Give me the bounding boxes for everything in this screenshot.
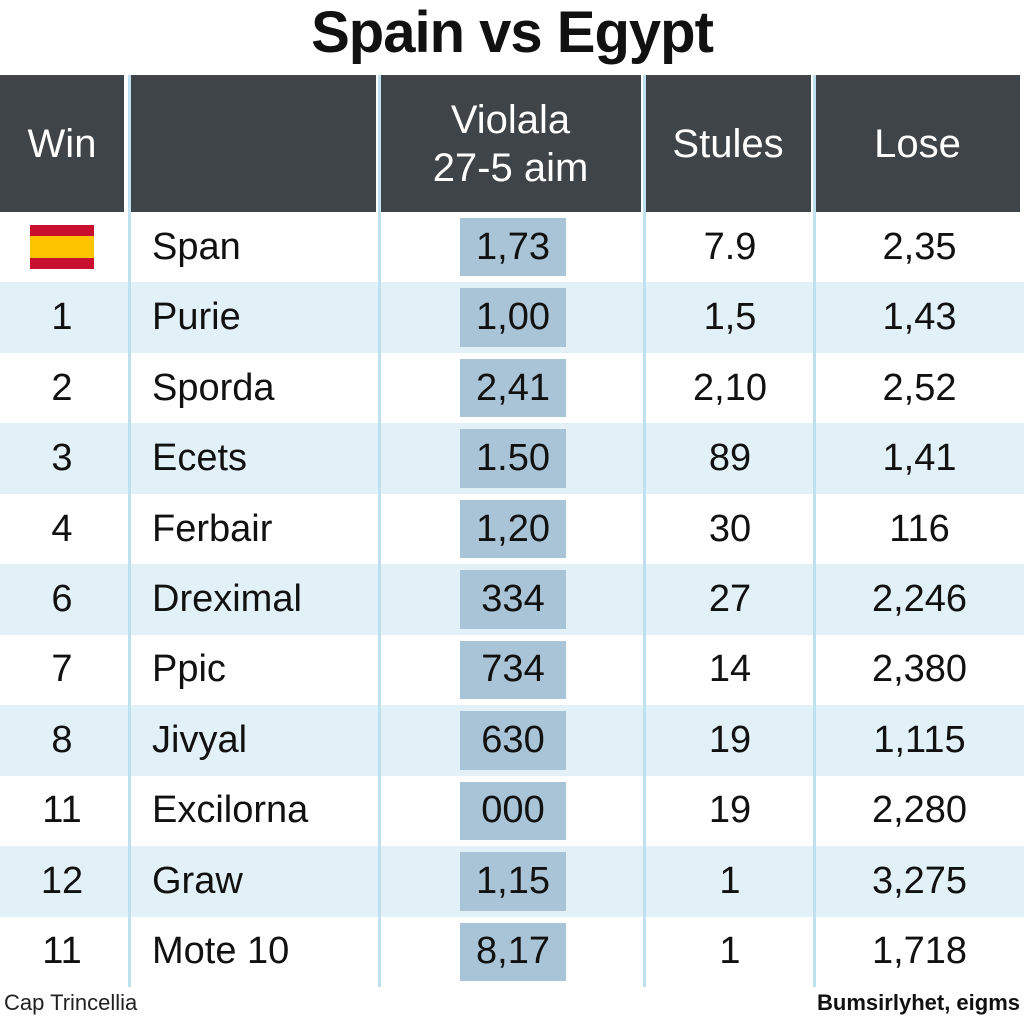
value: 1,5	[703, 296, 757, 339]
header-cell: Lose	[815, 75, 1020, 212]
rank: 1	[51, 296, 73, 339]
rank: 12	[40, 859, 84, 902]
header-cell: Win	[0, 75, 124, 212]
value-highlight	[460, 358, 566, 418]
value: 2,52	[882, 366, 957, 409]
table: Win Violala 27-5 aim Stules Lose Span 1,73 7.9 2…	[0, 75, 1024, 987]
footer-left: Cap Trincellia	[4, 990, 138, 1015]
header-cell	[128, 75, 376, 212]
value: 734	[481, 648, 545, 691]
value: 7.9	[703, 225, 757, 268]
column-separator	[643, 75, 646, 987]
name: Mote 10	[152, 930, 290, 973]
value: 2,280	[871, 789, 968, 832]
rank: 8	[51, 718, 73, 761]
value: 8,17	[476, 930, 550, 973]
value-highlight	[460, 711, 566, 770]
value-highlight	[460, 429, 566, 488]
value: 630	[481, 718, 545, 761]
value-highlight	[460, 218, 566, 277]
column-separator	[128, 75, 131, 987]
name: Sporda	[152, 366, 275, 409]
name: Ppic	[152, 648, 226, 691]
value: 89	[708, 437, 752, 480]
footer-right: Bumsirlyhet, eigms	[817, 990, 1020, 1015]
value: 14	[708, 648, 752, 691]
value: 2,380	[871, 648, 968, 691]
value-highlight	[460, 781, 566, 841]
rank: 11	[42, 789, 82, 832]
value: 2,10	[693, 366, 767, 409]
header-cell: Stules	[645, 75, 811, 212]
value: 1	[719, 859, 741, 902]
flag	[30, 225, 94, 270]
rank: 3	[51, 437, 73, 480]
value: 1,718	[871, 930, 968, 973]
value: 1,73	[476, 225, 550, 268]
value-highlight	[460, 570, 566, 629]
title: Spain vs Egypt	[311, 0, 714, 65]
name: Dreximal	[152, 577, 302, 620]
value: 116	[889, 507, 950, 550]
rank: 7	[51, 648, 73, 691]
rank: 6	[51, 577, 73, 620]
name: Graw	[152, 859, 243, 902]
name: Jivyal	[152, 718, 248, 761]
name: Excilorna	[152, 789, 309, 832]
value-highlight	[460, 852, 566, 911]
header-line: 27-5 aim	[432, 145, 589, 190]
rank: 11	[42, 930, 82, 973]
value: 1	[719, 930, 741, 973]
name: Purie	[152, 296, 241, 339]
value: 3,275	[871, 859, 968, 902]
name: Ecets	[152, 437, 248, 480]
value: 27	[708, 577, 752, 620]
value: 1,00	[476, 296, 550, 339]
value: 334	[481, 577, 545, 620]
header-line: Violala	[450, 97, 571, 142]
value: 1.50	[476, 437, 550, 480]
value-highlight	[460, 499, 566, 559]
value: 000	[481, 789, 545, 832]
value: 1,43	[882, 296, 957, 339]
rank: 2	[51, 366, 73, 409]
value: 30	[708, 507, 752, 550]
value-highlight	[460, 288, 566, 347]
name: Span	[152, 225, 241, 268]
name: Ferbair	[152, 507, 273, 550]
value: 2,41	[476, 366, 550, 409]
value-highlight	[460, 640, 566, 700]
column-separator	[813, 75, 816, 987]
value: 1,41	[882, 437, 957, 480]
value: 19	[708, 718, 752, 761]
header-cell: Violala 27-5 aim	[380, 75, 641, 212]
rank: 4	[51, 507, 73, 550]
value: 19	[708, 789, 752, 832]
value: 1,115	[873, 718, 966, 761]
column-separator	[378, 75, 381, 987]
value: 2,246	[871, 577, 968, 620]
value: 1,20	[476, 507, 550, 550]
value: 2,35	[882, 225, 957, 268]
value-highlight	[460, 922, 566, 981]
value: 1,15	[476, 859, 550, 902]
